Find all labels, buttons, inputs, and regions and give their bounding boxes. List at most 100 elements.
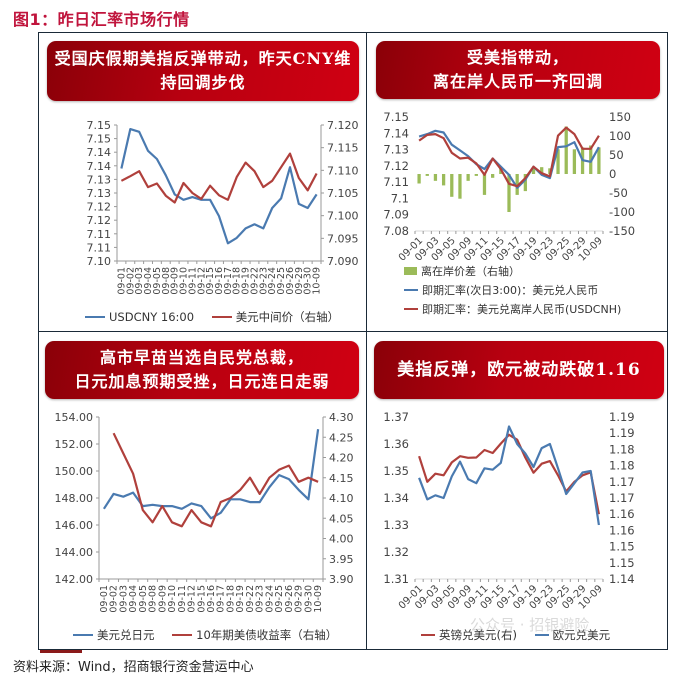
y-tick-label: 7.11 [383, 175, 409, 189]
x-tick-label: 09-08 [161, 267, 172, 295]
x-tick-label: 09-15 [196, 585, 207, 613]
bar [458, 174, 462, 199]
y-tick-label: 146.00 [55, 519, 94, 532]
x-tick-label: 09-10 [179, 267, 190, 295]
series-line [418, 425, 600, 526]
panel4-banner-line1: 美指反弹，欧元被动跌破1.16 [397, 360, 641, 380]
series-line [418, 129, 600, 189]
accent-bar [40, 650, 82, 653]
y-tick-label: 7.11 [87, 228, 112, 241]
x-tick-label: 09-19 [235, 585, 246, 613]
x-tick-label: 09-17 [223, 267, 234, 295]
bar [450, 174, 454, 197]
y-tick-label: 7.15 [383, 110, 409, 124]
legend-item-eurusd: 欧元兑美元 [534, 627, 610, 643]
y2-tick-label: 7.095 [327, 232, 359, 245]
y2-tick-label: 0 [609, 167, 616, 181]
legend-item-ust10y: 10年期美债收益率（右轴） [172, 627, 337, 643]
bar [491, 174, 495, 178]
x-tick-label: 09-16 [214, 267, 225, 295]
x-tick-label: 09-26 [285, 267, 296, 295]
y2-tick-label: 4.10 [329, 492, 354, 505]
y-tick-label: 1.31 [383, 572, 409, 586]
y2-tick-label: 4.15 [329, 472, 354, 485]
y-tick-label: 148.00 [55, 492, 94, 505]
legend-item-usdjpy: 美元兑日元 [73, 627, 155, 643]
y-tick-label: 142.00 [55, 573, 94, 586]
x-tick-label: 09-22 [249, 267, 260, 295]
y2-tick-label: -100 [609, 205, 635, 219]
y2-tick-label: 7.120 [327, 119, 359, 132]
y2-tick-label: 50 [609, 148, 624, 162]
panel4-banner: 美指反弹，欧元被动跌破1.16 [374, 341, 664, 399]
y-tick-label: 7.14 [87, 146, 112, 159]
x-tick-label: 09-16 [206, 585, 217, 613]
legend-swatch-red [211, 316, 232, 318]
y2-tick-label: 150 [609, 110, 631, 124]
legend-item-cny-spot: 即期汇率(次日3:00)：美元兑人民币 [404, 282, 621, 298]
panel1-banner: 受国庆假期美指反弹带动，昨天CNY维 持回调步伐 [47, 41, 359, 101]
y2-tick-label: 4.25 [329, 431, 354, 444]
y-tick-label: 7.15 [87, 119, 112, 132]
x-tick-label: 09-24 [267, 267, 278, 295]
source-note: 资料来源：Wind，招商银行资金营运中心 [13, 660, 254, 675]
panel3-legend: 美元兑日元 10年期美债收益率（右轴） [73, 625, 351, 643]
panel1-banner-line1: 受国庆假期美指反弹带动，昨天CNY维 [54, 49, 352, 68]
series-line [418, 433, 600, 515]
x-tick-label: 09-23 [258, 267, 269, 295]
panel1-legend: USDCNY 16:00 美元中间价（右轴） [85, 307, 353, 325]
figure-title: 图1：昨日汇率市场行情 [13, 10, 190, 29]
y2-tick-label: 1.16 [609, 507, 635, 521]
bar [433, 174, 438, 181]
y-tick-label: 150.00 [55, 465, 94, 478]
panel2-banner-line2: 离在岸人民币一齐回调 [432, 72, 603, 91]
x-tick-label: 09-19 [241, 267, 252, 295]
y-tick-label: 7.13 [383, 143, 409, 157]
y-tick-label: 7.10 [87, 255, 112, 268]
panel2-legend: 离在岸价差（右轴） 即期汇率(次日3:00)：美元兑人民币 即期汇率：美元兑离岸… [404, 263, 635, 320]
y-tick-label: 7.13 [87, 187, 112, 200]
legend-item-midrate: 美元中间价（右轴） [211, 309, 339, 325]
x-tick-label: 09-25 [276, 267, 287, 295]
bar [474, 174, 478, 176]
y-tick-label: 7.08 [383, 224, 409, 238]
y-tick-label: 1.37 [383, 410, 409, 424]
grid-divider-horizontal [39, 331, 667, 332]
x-tick-label: 09-11 [187, 267, 198, 295]
bar [425, 174, 429, 176]
bar [507, 174, 511, 212]
y-tick-label: 7.12 [87, 214, 112, 227]
x-tick-label: 09-17 [216, 585, 227, 613]
panel3-banner-line1: 高市早苗当选自民党总裁， [99, 348, 304, 367]
y-tick-label: 1.34 [383, 491, 409, 505]
legend-item-spread: 离在岸价差（右轴） [404, 263, 621, 279]
y-tick-label: 7.11 [87, 241, 112, 254]
bar [441, 174, 446, 186]
legend-swatch-blue [85, 316, 105, 318]
x-tick-label: 09-29 [294, 585, 305, 613]
x-tick-label: 09-08 [148, 585, 159, 613]
y-tick-label: 7.14 [383, 126, 409, 140]
x-tick-label: 10-09 [313, 585, 324, 613]
y-tick-label: 7.09 [383, 208, 409, 222]
y2-tick-label: 4.05 [329, 512, 354, 525]
bar [466, 174, 470, 181]
x-tick-label: 09-18 [232, 267, 243, 295]
x-tick-label: 09-02 [109, 585, 120, 613]
legend-swatch-red [172, 634, 193, 636]
y-tick-label: 7.13 [87, 173, 112, 186]
x-tick-label: 09-09 [157, 585, 168, 613]
panel4-legend: 英镑兑美元(右) 欧元兑美元 [421, 625, 624, 643]
y-tick-label: 7.12 [383, 159, 409, 173]
y2-tick-label: 1.19 [609, 410, 635, 424]
y2-tick-label: 1.14 [609, 572, 635, 586]
legend-swatch-red [421, 634, 435, 636]
legend-item-gbpusd: 英镑兑美元(右) [421, 627, 517, 643]
y-tick-label: 1.35 [383, 464, 409, 478]
y-tick-label: 144.00 [55, 546, 94, 559]
y-tick-label: 7.1 [391, 191, 409, 205]
bar [540, 167, 544, 174]
x-tick-label: 09-15 [205, 267, 216, 295]
bar [515, 174, 519, 195]
x-tick-label: 09-23 [255, 585, 266, 613]
